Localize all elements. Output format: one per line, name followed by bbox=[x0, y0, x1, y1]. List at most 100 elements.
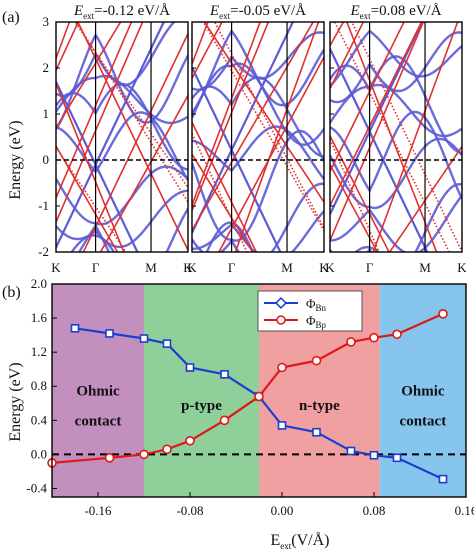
band-line-blue bbox=[330, 29, 462, 87]
title-sub: ext bbox=[83, 11, 94, 21]
band-line-red bbox=[192, 22, 270, 211]
band-line-blue bbox=[330, 55, 462, 154]
xtick-label: 0.00 bbox=[271, 503, 294, 518]
legend-label-sub: Bp bbox=[316, 320, 327, 330]
data-point bbox=[220, 370, 229, 379]
kpoint-label: Γ bbox=[366, 260, 374, 275]
title-rest: =-0.12 eV/Å bbox=[94, 3, 170, 19]
band-line-red bbox=[56, 145, 119, 252]
band-lines bbox=[56, 22, 188, 252]
region-backgrounds bbox=[52, 284, 466, 497]
region-label: contact bbox=[75, 413, 122, 429]
data-point bbox=[312, 427, 321, 437]
region-label: n-type bbox=[299, 398, 340, 414]
band-line-red bbox=[330, 22, 423, 206]
band-line-red bbox=[218, 56, 324, 252]
band-line-red bbox=[56, 22, 144, 223]
xtick-label: -0.16 bbox=[84, 503, 112, 518]
legend-label: ΦBp bbox=[306, 313, 327, 330]
data-point bbox=[369, 450, 379, 460]
band-line-red bbox=[192, 153, 254, 252]
subpanel-frame bbox=[55, 21, 189, 253]
kpoint-label: M bbox=[281, 260, 293, 275]
ytick-label: 0.0 bbox=[31, 446, 47, 461]
title-main: E bbox=[349, 3, 359, 19]
band-line-red bbox=[234, 22, 320, 252]
band-line-blue bbox=[192, 22, 295, 153]
series-Bn bbox=[70, 324, 448, 484]
panel-a-ytick-label: 2 bbox=[43, 60, 50, 75]
kpoint-label: Γ bbox=[228, 260, 236, 275]
kpoint-labels: K Γ M KK Γ M KK Γ M K bbox=[51, 260, 467, 275]
subpanel-frame bbox=[329, 21, 463, 253]
band-line-red bbox=[73, 22, 188, 189]
band-line-blue bbox=[192, 129, 324, 242]
band-subpanel-2 bbox=[191, 21, 325, 253]
xtick-label: 0.16 bbox=[455, 503, 474, 518]
band-line-red bbox=[330, 135, 390, 252]
band-line-blue bbox=[330, 194, 462, 252]
band-line-red bbox=[99, 95, 188, 252]
region-background bbox=[144, 284, 259, 497]
data-point bbox=[219, 415, 230, 426]
xtick-label: 0.08 bbox=[363, 503, 386, 518]
legend-box bbox=[257, 290, 363, 332]
band-line-red bbox=[203, 22, 324, 203]
panel-a-ytick-label: -2 bbox=[38, 244, 49, 259]
data-point bbox=[70, 324, 80, 333]
band-line-blue bbox=[192, 28, 324, 114]
data-point bbox=[139, 449, 149, 460]
band-line-red bbox=[333, 22, 451, 252]
kpoint-label: M bbox=[145, 260, 157, 275]
band-line-red bbox=[192, 22, 261, 206]
panel-b-axes: -0.4 0.0 0.4 0.8 1.2 1.6 2.0 -0.16 -0.08 0.00 0.08… bbox=[26, 276, 474, 518]
legend-marker bbox=[276, 315, 286, 325]
region-label: Ohmic bbox=[401, 384, 445, 400]
band-line-blue bbox=[330, 83, 462, 138]
ytick-label: 1.6 bbox=[31, 310, 48, 325]
region-label: contact bbox=[400, 413, 447, 429]
subpanel-frame bbox=[191, 21, 325, 253]
data-point bbox=[346, 337, 356, 347]
title-rest: =0.08 eV/Å bbox=[371, 3, 442, 19]
title-main: E bbox=[73, 3, 83, 19]
band-line-blue bbox=[70, 234, 116, 252]
data-point bbox=[162, 339, 172, 348]
kpoint-label: K bbox=[187, 260, 197, 275]
data-point bbox=[104, 453, 115, 463]
panel-a-ytick-label: 0 bbox=[43, 152, 50, 167]
band-line-red bbox=[192, 122, 258, 252]
data-point bbox=[277, 362, 287, 373]
data-point bbox=[392, 453, 402, 463]
kpoint-label: K bbox=[325, 260, 335, 275]
legend-label: ΦBn bbox=[306, 296, 327, 313]
panel-a-ytick-label: -1 bbox=[38, 198, 49, 213]
data-point bbox=[438, 309, 448, 319]
band-line-red bbox=[372, 22, 459, 252]
band-line-red bbox=[192, 22, 315, 231]
data-point bbox=[139, 334, 149, 343]
xlabel-main: E bbox=[271, 532, 281, 549]
kpoint-label: K bbox=[457, 260, 467, 275]
kpoint-label: M bbox=[419, 260, 431, 275]
band-line-red bbox=[330, 22, 365, 90]
band-line-blue bbox=[192, 210, 324, 252]
legend-label-main: Φ bbox=[306, 313, 316, 328]
kpoint-label: K bbox=[51, 260, 61, 275]
kpoint-label: K bbox=[319, 260, 329, 275]
band-line-blue bbox=[205, 221, 254, 252]
band-subpanel-3 bbox=[329, 21, 463, 253]
series-group bbox=[47, 309, 448, 484]
legend-label-sub: Bn bbox=[316, 303, 327, 313]
panel-a-ytick-labels: -2 -1 0 1 2 3 bbox=[38, 14, 49, 259]
band-line-red bbox=[330, 164, 379, 252]
band-line-blue bbox=[56, 22, 176, 98]
band-subpanel-title: Eext=-0.05 eV/Å bbox=[209, 3, 306, 21]
band-line-red bbox=[56, 146, 127, 252]
data-point bbox=[185, 435, 195, 446]
band-line-blue bbox=[330, 182, 462, 252]
kpoint-label: K bbox=[183, 260, 193, 275]
data-point bbox=[254, 391, 264, 402]
band-line-red bbox=[56, 22, 133, 199]
